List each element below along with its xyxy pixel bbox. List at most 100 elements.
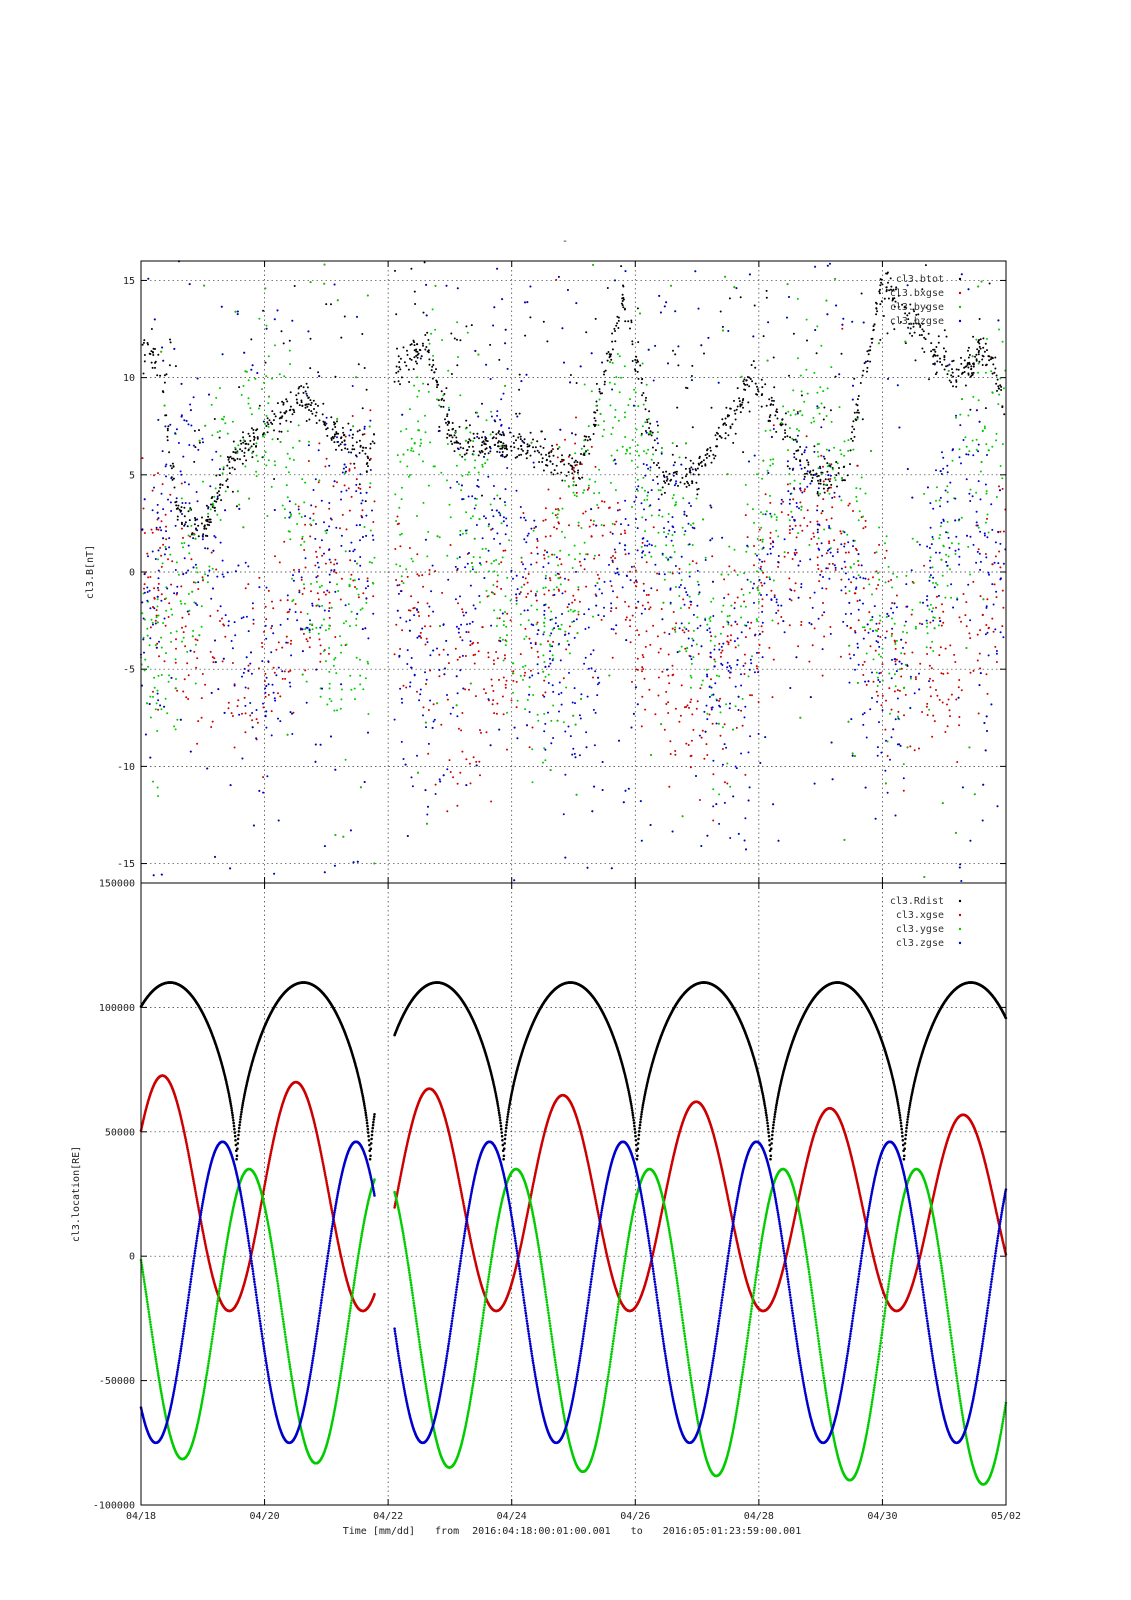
data-point <box>504 549 507 552</box>
data-point <box>755 393 758 396</box>
data-point <box>697 473 700 476</box>
data-point <box>307 396 310 399</box>
data-point <box>425 678 428 681</box>
data-point <box>656 424 659 427</box>
data-point <box>668 472 671 475</box>
data-point <box>146 634 149 637</box>
data-point <box>441 397 444 400</box>
data-point <box>823 528 826 531</box>
data-point <box>643 589 645 592</box>
data-point <box>495 559 498 561</box>
data-point <box>449 516 452 519</box>
data-point <box>558 446 561 449</box>
data-point <box>417 429 420 432</box>
data-point <box>439 625 441 628</box>
data-point <box>298 570 301 573</box>
data-point <box>551 444 554 447</box>
data-point <box>552 454 555 457</box>
data-point <box>412 339 415 342</box>
data-point <box>261 645 264 648</box>
data-point <box>209 615 212 617</box>
data-point <box>918 622 921 625</box>
data-point <box>765 289 768 292</box>
data-point <box>754 382 757 385</box>
data-point <box>206 547 209 550</box>
data-point <box>248 497 251 500</box>
data-point <box>227 620 230 623</box>
data-point <box>555 556 558 559</box>
data-point <box>967 414 970 417</box>
data-point <box>789 498 791 501</box>
data-point <box>501 638 504 641</box>
data-point <box>534 643 537 646</box>
data-point <box>668 633 671 635</box>
data-point <box>915 313 918 316</box>
data-point <box>656 589 659 592</box>
data-point <box>848 653 851 656</box>
data-point <box>506 711 508 714</box>
data-point <box>283 540 286 543</box>
data-point <box>651 446 654 449</box>
data-point <box>629 446 631 449</box>
data-point <box>247 449 250 452</box>
data-point <box>768 416 771 418</box>
data-point <box>183 602 186 605</box>
data-point <box>954 661 957 663</box>
data-point <box>361 433 364 436</box>
data-point <box>995 374 998 377</box>
data-point <box>935 595 938 598</box>
data-point <box>203 527 206 530</box>
data-point <box>485 439 488 442</box>
data-point <box>829 626 832 628</box>
data-point <box>606 359 609 362</box>
data-point <box>864 629 867 632</box>
data-point <box>185 696 188 699</box>
data-point <box>454 647 457 650</box>
data-point <box>830 483 833 486</box>
data-point <box>481 626 484 629</box>
data-point <box>648 608 651 611</box>
data-point <box>553 553 556 556</box>
data-point <box>159 526 162 529</box>
data-point <box>342 835 345 838</box>
data-point <box>492 592 495 594</box>
data-point <box>751 380 754 383</box>
data-point <box>634 391 637 394</box>
data-point <box>490 800 493 803</box>
data-point <box>798 429 800 432</box>
data-point <box>431 564 434 567</box>
data-point <box>800 620 803 623</box>
data-point <box>914 319 917 322</box>
data-point <box>675 472 678 475</box>
data-point <box>706 452 709 455</box>
data-point <box>975 438 978 441</box>
data-point <box>909 677 912 680</box>
data-point <box>644 399 647 402</box>
data-point <box>881 679 884 682</box>
data-point <box>790 599 793 602</box>
data-point <box>285 410 288 413</box>
data-point <box>884 542 886 545</box>
data-point <box>744 817 747 820</box>
data-point <box>746 503 749 506</box>
data-point <box>933 720 936 723</box>
data-point <box>420 636 423 639</box>
data-point <box>985 624 988 626</box>
data-point <box>349 462 352 465</box>
data-point <box>714 660 717 663</box>
data-point <box>790 589 793 592</box>
data-point <box>698 734 701 737</box>
data-point <box>914 678 917 681</box>
data-point <box>587 484 590 487</box>
data-point <box>746 536 749 539</box>
data-point <box>236 705 239 708</box>
data-point <box>481 494 483 497</box>
data-point <box>962 593 965 595</box>
data-point <box>194 581 197 584</box>
data-point <box>799 482 802 485</box>
data-point <box>716 438 718 441</box>
data-point <box>822 602 824 604</box>
data-point <box>184 625 187 628</box>
data-point <box>184 521 187 524</box>
data-point <box>510 449 513 452</box>
